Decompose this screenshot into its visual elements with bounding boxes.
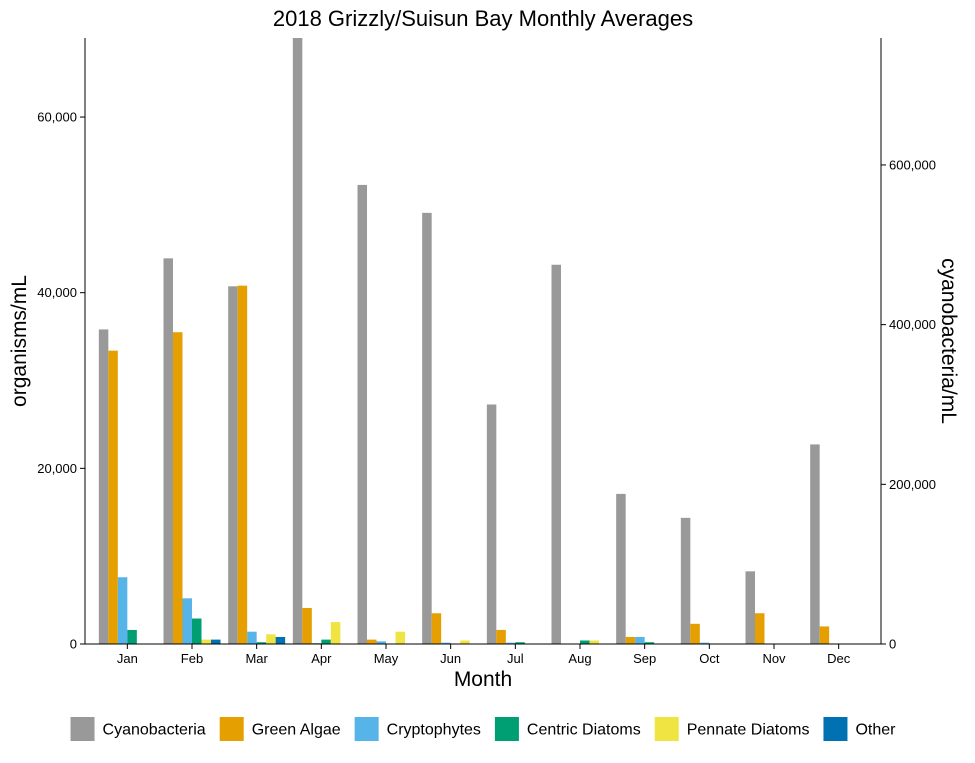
y-tick-label: 40,000 <box>37 285 77 300</box>
x-tick-label: Aug <box>568 651 591 666</box>
y-axis-title: organisms/mL <box>8 275 31 407</box>
bar-cryptophytes-jun <box>441 642 451 644</box>
bar-cyanobacteria-oct <box>680 517 691 644</box>
bar-centric-diatoms-apr <box>321 639 331 644</box>
x-tick-label: Feb <box>181 651 203 666</box>
bar-cyanobacteria-aug <box>551 264 561 644</box>
x-tick-label: Nov <box>762 651 786 666</box>
x-tick-label: Sep <box>633 651 656 666</box>
legend-label: Cyanobacteria <box>103 722 206 739</box>
bar-pennate-diatoms-aug <box>589 640 599 644</box>
bar-green-algae-feb <box>173 332 183 644</box>
right-axis-ticks: 0 200,000 400,000 600,000 <box>881 157 936 652</box>
bar-cryptophytes-may <box>376 641 386 644</box>
left-axis-ticks: 0 20,000 40,000 60,000 <box>37 110 85 652</box>
bar-cyanobacteria-jun <box>422 212 432 644</box>
bar-cyanobacteria-apr <box>292 38 303 644</box>
y2-tick-label: 0 <box>889 637 896 652</box>
x-tick-label: Apr <box>311 651 332 666</box>
x-axis-title: Month <box>454 668 512 691</box>
legend-item-other: Other <box>823 717 896 741</box>
x-tick-label: Jun <box>440 651 461 666</box>
bar-cyanobacteria-nov <box>745 571 755 644</box>
bar-cryptophytes-jan <box>117 577 128 644</box>
bar-other-mar <box>275 636 286 644</box>
y2-axis-title: cyanobacteria/mL <box>937 258 960 424</box>
bar-centric-diatoms-aug <box>580 640 590 644</box>
bar-cyanobacteria-jul <box>486 404 497 644</box>
legend-swatch <box>219 717 244 741</box>
x-tick-label: Jan <box>117 651 138 666</box>
y-tick-label: 0 <box>70 637 77 652</box>
legend-swatch <box>654 717 679 741</box>
legend-label: Pennate Diatoms <box>687 722 810 739</box>
bar-green-algae-jun <box>431 613 442 644</box>
y2-tick-label: 600,000 <box>889 157 936 172</box>
bar-other-feb <box>211 639 221 644</box>
bar-cyanobacteria-jan <box>98 329 109 644</box>
bar-centric-diatoms-mar <box>256 642 267 644</box>
bar-centric-diatoms-jul <box>515 642 525 644</box>
legend-label: Centric Diatoms <box>527 722 641 739</box>
bar-green-algae-sep <box>625 636 636 644</box>
legend-swatch <box>823 717 848 741</box>
legend-swatch <box>354 717 379 741</box>
legend-swatch <box>494 717 519 741</box>
bar-cryptophytes-sep <box>635 636 645 644</box>
y-tick-label: 20,000 <box>37 461 77 476</box>
legend-item-pennate-diatoms: Pennate Diatoms <box>654 717 810 741</box>
x-tick-label: Mar <box>245 651 268 666</box>
bar-green-algae-dec <box>819 626 830 644</box>
bar-green-algae-oct <box>690 623 700 644</box>
legend-item-cryptophytes: Cryptophytes <box>354 717 481 741</box>
bar-pennate-diatoms-apr <box>330 622 341 644</box>
y-tick-label: 60,000 <box>37 110 77 125</box>
bar-green-algae-may <box>367 639 377 644</box>
bar-cyanobacteria-dec <box>810 444 820 644</box>
bar-cryptophytes-feb <box>182 598 192 644</box>
bar-cyanobacteria-sep <box>616 493 626 644</box>
legend-label: Green Algae <box>252 722 341 739</box>
x-tick-label: Jul <box>507 651 524 666</box>
chart-title: 2018 Grizzly/Suisun Bay Monthly Averages <box>273 6 693 31</box>
bar-pennate-diatoms-jun <box>460 640 470 644</box>
bar-cyanobacteria-mar <box>228 286 238 644</box>
legend-swatch <box>70 717 95 741</box>
bar-cyanobacteria-may <box>357 184 367 644</box>
bar-cryptophytes-oct <box>699 642 710 644</box>
bar-green-algae-jul <box>496 629 506 644</box>
bar-centric-diatoms-feb <box>192 618 202 644</box>
bar-green-algae-mar <box>237 285 248 644</box>
x-tick-label: Dec <box>827 651 851 666</box>
bar-centric-diatoms-jan <box>127 629 137 644</box>
bar-cryptophytes-mar <box>247 631 257 644</box>
bars <box>98 38 830 644</box>
legend-label: Other <box>855 722 896 739</box>
bar-green-algae-nov <box>755 613 765 644</box>
bar-cryptophytes-jul <box>505 642 516 644</box>
legend-label: Cryptophytes <box>387 722 481 739</box>
bar-pennate-diatoms-feb <box>201 639 211 644</box>
y2-tick-label: 400,000 <box>889 317 936 332</box>
x-tick-label: Oct <box>699 651 720 666</box>
bar-pennate-diatoms-may <box>395 631 405 644</box>
bar-green-algae-jan <box>108 350 118 644</box>
x-tick-label: May <box>374 651 399 666</box>
legend-item-cyanobacteria: Cyanobacteria <box>70 717 206 741</box>
bar-green-algae-apr <box>302 607 312 644</box>
bar-pennate-diatoms-mar <box>266 634 276 644</box>
x-axis-ticks: Jan Feb Mar Apr May Jun Jul Aug Sep Oct Nov Dec <box>117 644 851 666</box>
legend-item-green-algae: Green Algae <box>219 717 341 741</box>
legend: Cyanobacteria Green Algae Cryptophytes Cent… <box>70 717 896 741</box>
bar-centric-diatoms-sep <box>644 642 655 644</box>
y2-tick-label: 200,000 <box>889 477 936 492</box>
legend-item-centric-diatoms: Centric Diatoms <box>494 717 641 741</box>
bar-cyanobacteria-feb <box>163 258 173 644</box>
